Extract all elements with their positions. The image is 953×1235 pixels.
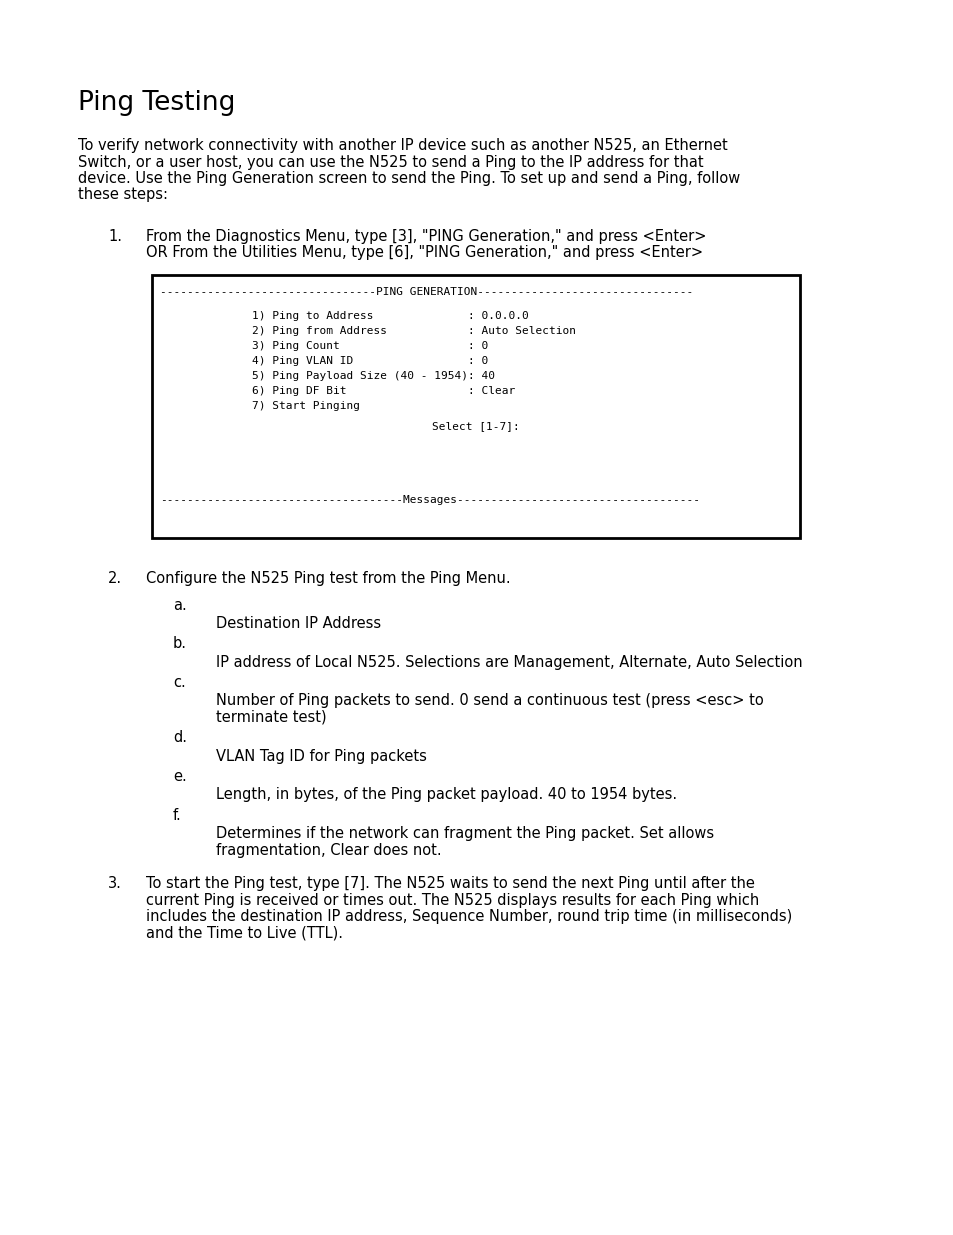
Text: includes the destination IP address, Sequence Number, round trip time (in millis: includes the destination IP address, Seq… [146,909,791,925]
Text: b.: b. [172,636,187,651]
Text: 4) Ping VLAN ID                 : 0: 4) Ping VLAN ID : 0 [252,356,488,366]
Text: a.: a. [172,598,187,613]
Text: 6) Ping DF Bit                  : Clear: 6) Ping DF Bit : Clear [252,385,515,395]
Text: 5) Ping Payload Size (40 - 1954): 40: 5) Ping Payload Size (40 - 1954): 40 [252,370,495,380]
Text: Destination IP Address: Destination IP Address [215,616,381,631]
Text: --------------------------------PING GENERATION--------------------------------: --------------------------------PING GEN… [160,287,693,298]
Text: OR From the Utilities Menu, type [6], "PING Generation," and press <Enter>: OR From the Utilities Menu, type [6], "P… [146,246,702,261]
Text: d.: d. [172,730,187,746]
Text: c.: c. [172,676,186,690]
Text: Length, in bytes, of the Ping packet payload. 40 to 1954 bytes.: Length, in bytes, of the Ping packet pay… [215,788,677,803]
Text: e.: e. [172,769,187,784]
Text: From the Diagnostics Menu, type [3], "PING Generation," and press <Enter>: From the Diagnostics Menu, type [3], "PI… [146,228,706,243]
Text: Ping Testing: Ping Testing [78,90,235,116]
Text: VLAN Tag ID for Ping packets: VLAN Tag ID for Ping packets [215,748,426,763]
Text: Configure the N525 Ping test from the Ping Menu.: Configure the N525 Ping test from the Pi… [146,572,510,587]
Text: 1) Ping to Address              : 0.0.0.0: 1) Ping to Address : 0.0.0.0 [252,311,528,321]
Text: fragmentation, Clear does not.: fragmentation, Clear does not. [215,842,441,857]
Text: 3) Ping Count                   : 0: 3) Ping Count : 0 [252,341,488,351]
Text: Number of Ping packets to send. 0 send a continuous test (press <esc> to: Number of Ping packets to send. 0 send a… [215,693,763,709]
Text: these steps:: these steps: [78,188,168,203]
Text: 2) Ping from Address            : Auto Selection: 2) Ping from Address : Auto Selection [252,326,576,336]
Text: and the Time to Live (TTL).: and the Time to Live (TTL). [146,926,343,941]
Text: Determines if the network can fragment the Ping packet. Set allows: Determines if the network can fragment t… [215,826,714,841]
Text: f.: f. [172,808,182,823]
Bar [152,275,800,538]
Text: ------------------------------------Messages------------------------------------: ------------------------------------Mess… [160,495,700,505]
Text: Switch, or a user host, you can use the N525 to send a Ping to the IP address fo: Switch, or a user host, you can use the … [78,154,703,169]
Text: To verify network connectivity with another IP device such as another N525, an E: To verify network connectivity with anot… [78,138,727,153]
Text: To start the Ping test, type [7]. The N525 waits to send the next Ping until aft: To start the Ping test, type [7]. The N5… [146,877,754,892]
Text: 3.: 3. [108,877,122,892]
Text: 2.: 2. [108,572,122,587]
Text: current Ping is received or times out. The N525 displays results for each Ping w: current Ping is received or times out. T… [146,893,759,908]
Text: device. Use the Ping Generation screen to send the Ping. To set up and send a Pi: device. Use the Ping Generation screen t… [78,170,740,186]
Text: terminate test): terminate test) [215,710,326,725]
Text: IP address of Local N525. Selections are Management, Alternate, Auto Selection: IP address of Local N525. Selections are… [215,655,801,669]
Text: Select [1-7]:: Select [1-7]: [432,421,519,431]
Text: 1.: 1. [108,228,122,243]
Text: 7) Start Pinging: 7) Start Pinging [252,400,359,410]
